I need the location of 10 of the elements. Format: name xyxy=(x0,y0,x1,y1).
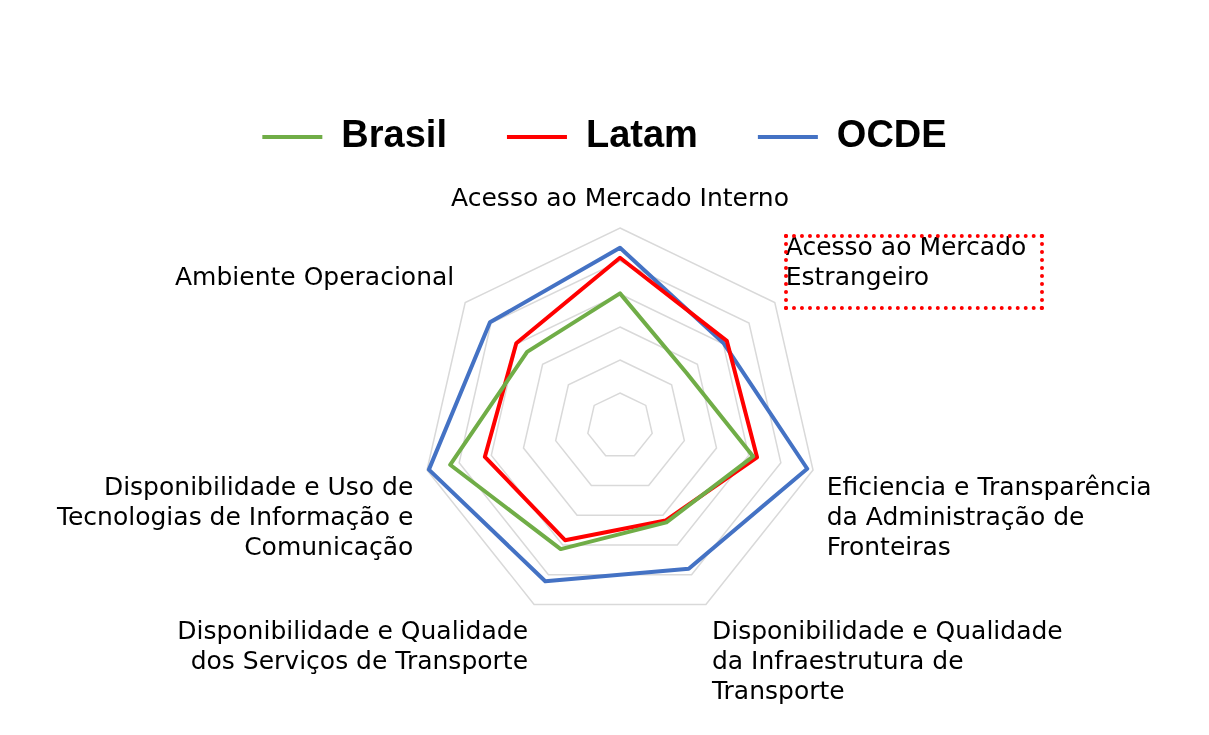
legend-label: OCDE xyxy=(836,113,947,156)
spoke-label: Disponibilidade e Qualidade da Infraestrutura de Transporte xyxy=(710,615,1063,705)
spoke-label: Disponibilidade e Qualidade dos Serviços de Transporte xyxy=(177,615,529,675)
spoke-label: Ambiente Operacional xyxy=(175,262,455,292)
legend-label: Brasil xyxy=(341,113,447,156)
spoke-label: Acesso ao Mercado Estrangeiro xyxy=(785,232,1027,292)
spoke-label: Disponibilidade e Uso de Tecnologias de Informação e Comunicação xyxy=(55,471,414,561)
spoke-label: Eficiencia e Transparência da Administração de Fronteiras xyxy=(826,471,1152,561)
legend-label: Latam xyxy=(585,113,698,156)
spoke-label: Acesso ao Mercado Interno xyxy=(451,182,789,212)
